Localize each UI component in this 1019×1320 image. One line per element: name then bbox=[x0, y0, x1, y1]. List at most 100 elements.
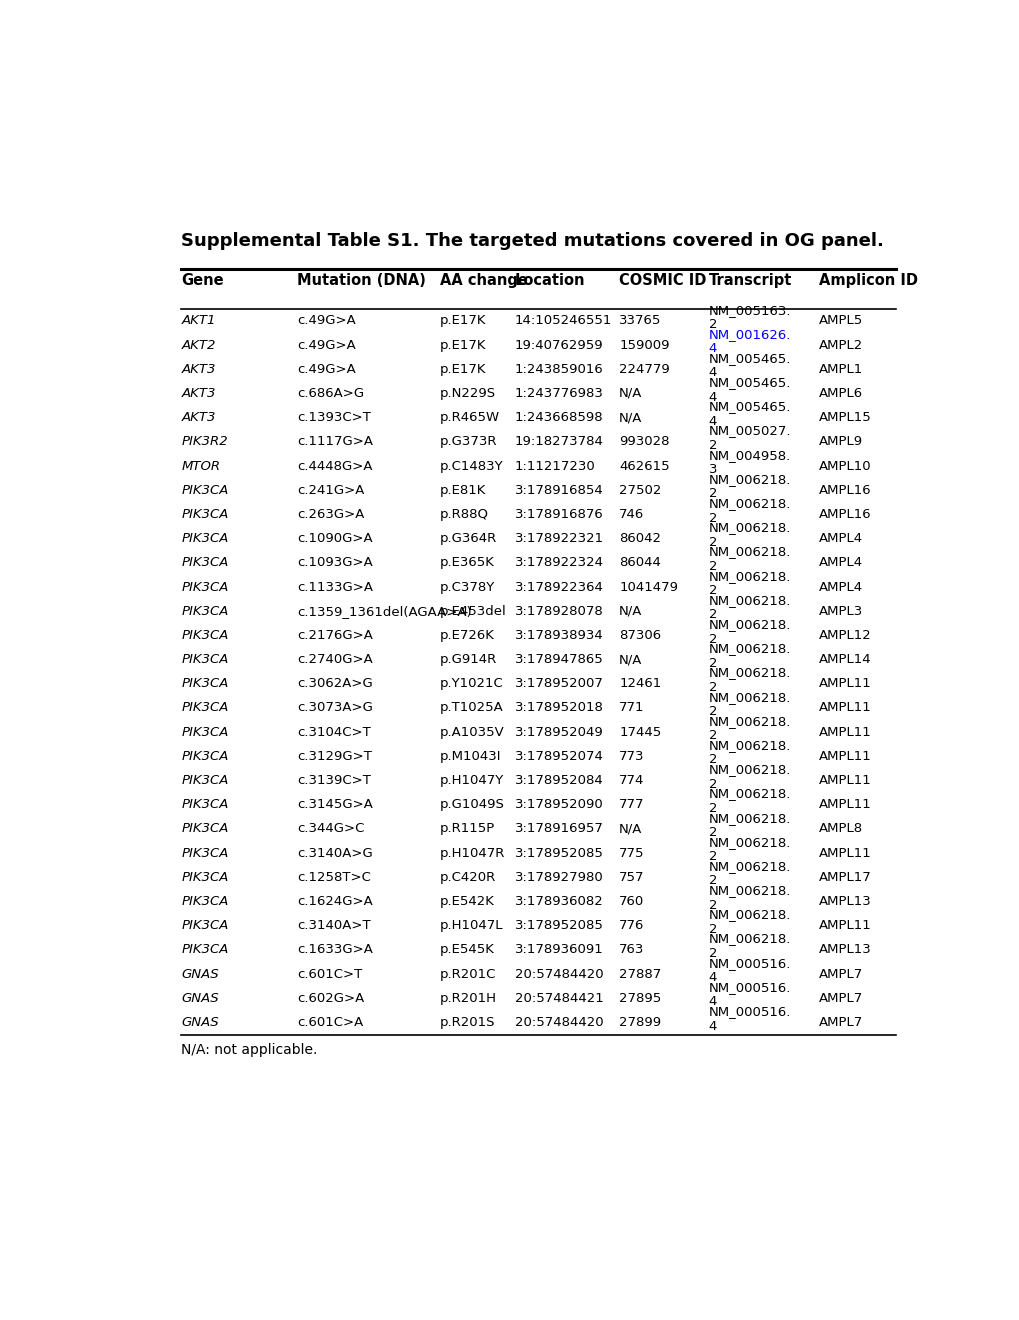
Text: 17445: 17445 bbox=[619, 726, 660, 739]
Text: N/A: N/A bbox=[619, 412, 642, 424]
Text: p.G373R: p.G373R bbox=[439, 436, 496, 449]
Text: AKT3: AKT3 bbox=[181, 387, 215, 400]
Text: 3:178916854: 3:178916854 bbox=[515, 483, 603, 496]
Text: 27899: 27899 bbox=[619, 1016, 660, 1030]
Text: NM_006218.
2: NM_006218. 2 bbox=[708, 473, 790, 500]
Text: p.R201C: p.R201C bbox=[439, 968, 495, 981]
Text: GNAS: GNAS bbox=[181, 1016, 219, 1030]
Text: PIK3CA: PIK3CA bbox=[181, 508, 228, 521]
Text: c.3104C>T: c.3104C>T bbox=[298, 726, 371, 739]
Text: NM_005465.
4: NM_005465. 4 bbox=[708, 352, 790, 379]
Text: PIK3CA: PIK3CA bbox=[181, 677, 228, 690]
Text: AMPL11: AMPL11 bbox=[818, 750, 871, 763]
Text: PIK3CA: PIK3CA bbox=[181, 726, 228, 739]
Text: 27887: 27887 bbox=[619, 968, 660, 981]
Text: AMPL14: AMPL14 bbox=[818, 653, 871, 667]
Text: c.1258T>C: c.1258T>C bbox=[298, 871, 371, 884]
Text: NM_006218.
2: NM_006218. 2 bbox=[708, 739, 790, 767]
Text: 3:178938934: 3:178938934 bbox=[515, 628, 603, 642]
Text: AMPL7: AMPL7 bbox=[818, 991, 863, 1005]
Text: AMPL1: AMPL1 bbox=[818, 363, 863, 376]
Text: NM_006218.
2: NM_006218. 2 bbox=[708, 908, 790, 936]
Text: p.C1483Y: p.C1483Y bbox=[439, 459, 503, 473]
Text: 87306: 87306 bbox=[619, 628, 660, 642]
Text: NM_005163.
2: NM_005163. 2 bbox=[708, 304, 791, 331]
Text: 33765: 33765 bbox=[619, 314, 661, 327]
Text: 3:178952007: 3:178952007 bbox=[515, 677, 603, 690]
Text: PIK3CA: PIK3CA bbox=[181, 774, 228, 787]
Text: p.R465W: p.R465W bbox=[439, 412, 499, 424]
Text: c.2740G>A: c.2740G>A bbox=[298, 653, 373, 667]
Text: 3:178952074: 3:178952074 bbox=[515, 750, 603, 763]
Text: c.1093G>A: c.1093G>A bbox=[298, 556, 373, 569]
Text: 20:57484421: 20:57484421 bbox=[515, 991, 603, 1005]
Text: AMPL8: AMPL8 bbox=[818, 822, 862, 836]
Text: 3:178952084: 3:178952084 bbox=[515, 774, 603, 787]
Text: AMPL12: AMPL12 bbox=[818, 628, 871, 642]
Text: PIK3CA: PIK3CA bbox=[181, 701, 228, 714]
Text: 746: 746 bbox=[619, 508, 644, 521]
Text: 14:105246551: 14:105246551 bbox=[515, 314, 611, 327]
Text: AMPL11: AMPL11 bbox=[818, 701, 871, 714]
Text: p.E17K: p.E17K bbox=[439, 339, 486, 351]
Text: 3:178952085: 3:178952085 bbox=[515, 846, 603, 859]
Text: 3:178952090: 3:178952090 bbox=[515, 799, 603, 812]
Text: c.3073A>G: c.3073A>G bbox=[298, 701, 373, 714]
Text: AMPL13: AMPL13 bbox=[818, 944, 871, 957]
Text: p.Y1021C: p.Y1021C bbox=[439, 677, 503, 690]
Text: NM_006218.
2: NM_006218. 2 bbox=[708, 643, 790, 669]
Text: 3:178916876: 3:178916876 bbox=[515, 508, 603, 521]
Text: 224779: 224779 bbox=[619, 363, 669, 376]
Text: Gene: Gene bbox=[181, 273, 223, 288]
Text: PIK3CA: PIK3CA bbox=[181, 605, 228, 618]
Text: 12461: 12461 bbox=[619, 677, 660, 690]
Text: p.A1035V: p.A1035V bbox=[439, 726, 504, 739]
Text: c.3139C>T: c.3139C>T bbox=[298, 774, 371, 787]
Text: NM_006218.
2: NM_006218. 2 bbox=[708, 594, 790, 622]
Text: c.1393C>T: c.1393C>T bbox=[298, 412, 371, 424]
Text: 19:18273784: 19:18273784 bbox=[515, 436, 603, 449]
Text: p.E81K: p.E81K bbox=[439, 483, 486, 496]
Text: p.G914R: p.G914R bbox=[439, 653, 496, 667]
Text: AMPL3: AMPL3 bbox=[818, 605, 863, 618]
Text: NM_006218.
2: NM_006218. 2 bbox=[708, 618, 790, 645]
Text: c.1090G>A: c.1090G>A bbox=[298, 532, 373, 545]
Text: N/A: N/A bbox=[619, 653, 642, 667]
Text: Mutation (DNA): Mutation (DNA) bbox=[298, 273, 426, 288]
Text: AMPL2: AMPL2 bbox=[818, 339, 863, 351]
Text: p.C378Y: p.C378Y bbox=[439, 581, 494, 594]
Text: AKT2: AKT2 bbox=[181, 339, 215, 351]
Text: COSMIC ID: COSMIC ID bbox=[619, 273, 706, 288]
Text: AMPL11: AMPL11 bbox=[818, 726, 871, 739]
Text: c.263G>A: c.263G>A bbox=[298, 508, 365, 521]
Text: 19:40762959: 19:40762959 bbox=[515, 339, 603, 351]
Text: AMPL11: AMPL11 bbox=[818, 919, 871, 932]
Text: c.3062A>G: c.3062A>G bbox=[298, 677, 373, 690]
Text: NM_006218.
2: NM_006218. 2 bbox=[708, 714, 790, 742]
Text: 3:178922321: 3:178922321 bbox=[515, 532, 603, 545]
Text: p.E545K: p.E545K bbox=[439, 944, 494, 957]
Text: c.1359_1361del(AGAA>A): c.1359_1361del(AGAA>A) bbox=[298, 605, 472, 618]
Text: NM_005027.
2: NM_005027. 2 bbox=[708, 425, 791, 451]
Text: PIK3CA: PIK3CA bbox=[181, 653, 228, 667]
Text: p.C420R: p.C420R bbox=[439, 871, 495, 884]
Text: AKT3: AKT3 bbox=[181, 412, 215, 424]
Text: PIK3CA: PIK3CA bbox=[181, 919, 228, 932]
Text: NM_004958.
3: NM_004958. 3 bbox=[708, 449, 790, 477]
Text: 462615: 462615 bbox=[619, 459, 669, 473]
Text: 3:178952085: 3:178952085 bbox=[515, 919, 603, 932]
Text: AMPL11: AMPL11 bbox=[818, 846, 871, 859]
Text: p.R88Q: p.R88Q bbox=[439, 508, 488, 521]
Text: PIK3CA: PIK3CA bbox=[181, 556, 228, 569]
Text: 86042: 86042 bbox=[619, 532, 660, 545]
Text: 1:243859016: 1:243859016 bbox=[515, 363, 603, 376]
Text: 3:178928078: 3:178928078 bbox=[515, 605, 603, 618]
Text: PIK3CA: PIK3CA bbox=[181, 944, 228, 957]
Text: NM_000516.
4: NM_000516. 4 bbox=[708, 957, 790, 985]
Text: 777: 777 bbox=[619, 799, 644, 812]
Text: 3:178947865: 3:178947865 bbox=[515, 653, 603, 667]
Text: c.3140A>T: c.3140A>T bbox=[298, 919, 371, 932]
Text: 1:243776983: 1:243776983 bbox=[515, 387, 603, 400]
Text: p.R201H: p.R201H bbox=[439, 991, 496, 1005]
Text: 1:11217230: 1:11217230 bbox=[515, 459, 595, 473]
